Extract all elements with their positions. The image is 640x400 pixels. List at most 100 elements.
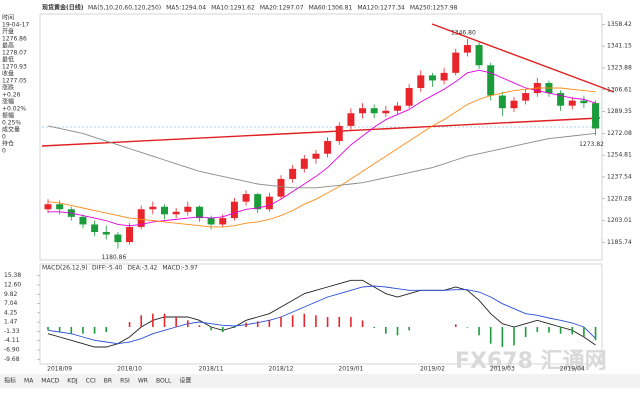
candle-body (347, 113, 355, 126)
toolbar-tab[interactable]: MACD (41, 378, 59, 385)
candle-body (417, 75, 425, 88)
toolbar-tab[interactable]: KDJ (67, 378, 78, 385)
candle-body (440, 72, 448, 81)
y-tick-label: 1289.35 (607, 108, 632, 115)
y-tick-label: -6.90 (4, 347, 20, 354)
support-trendline (41, 117, 601, 147)
info-value: 1278.07 (2, 50, 27, 57)
x-tick-label: 2018/12 (269, 366, 294, 373)
toolbar-tab[interactable]: WR (138, 378, 148, 385)
info-label: 收盘 (2, 70, 14, 78)
candle-body (522, 93, 530, 101)
y-tick-label: 1185.74 (607, 239, 632, 246)
toolbar-tab[interactable]: RSI (120, 378, 130, 385)
candle-body (312, 153, 320, 159)
candle-body (277, 178, 285, 197)
candle-body (510, 100, 518, 109)
candle-body (219, 218, 227, 225)
toolbar-tab[interactable]: BOLL (156, 378, 172, 385)
info-label: 持仓 (2, 140, 14, 148)
candle-body (359, 108, 367, 114)
macd-legend: DIFF:-5.40 (92, 265, 123, 272)
candle-body (242, 194, 250, 202)
y-tick-label: 9.82 (4, 291, 18, 298)
candle-body (195, 206, 203, 219)
toolbar-tab[interactable]: MA (24, 378, 34, 385)
info-label: 涨幅 (2, 98, 14, 106)
info-value: 1276.86 (2, 36, 27, 43)
candle-body (79, 216, 87, 225)
candle-body (382, 110, 390, 114)
candle-body (161, 206, 168, 215)
watermark: FX678 汇通网 (455, 349, 607, 374)
ma-line (48, 69, 596, 227)
resistance-trendline (431, 23, 615, 93)
candle-body (44, 204, 52, 210)
x-tick-label: 2018/09 (47, 366, 72, 373)
price-annotation: 1273.82 (579, 141, 604, 148)
candle-body (428, 75, 436, 81)
macd-frame (39, 263, 603, 365)
info-label: 最高 (2, 42, 14, 50)
y-tick-label: -1.33 (4, 328, 20, 335)
toolbar-tab: 指标 (4, 377, 16, 385)
ma-legend: MA60:1306.81 (309, 5, 353, 12)
candle-body (126, 226, 134, 243)
toolbar-bg (0, 374, 640, 388)
info-label: 开盘 (2, 28, 14, 36)
macd-line (47, 279, 596, 348)
info-label: 涨跌 (2, 84, 14, 92)
candle-body (172, 211, 180, 215)
ma-legend: MA20:1297.07 (260, 5, 304, 12)
macd-legend: DEA:-3.42 (127, 265, 157, 272)
y-tick-label: 1358.42 (607, 21, 632, 28)
x-tick-label: 2018/10 (117, 366, 142, 373)
toolbar-tab[interactable]: BR (104, 378, 112, 385)
toolbar-tab[interactable]: CCI (86, 378, 96, 385)
candle-body (394, 105, 401, 111)
candle-body (475, 45, 483, 66)
y-tick-label: 4.25 (4, 309, 18, 316)
candle-body (289, 168, 297, 179)
candle-body (487, 65, 495, 96)
info-value: +0.02% (2, 106, 26, 113)
y-tick-label: 1306.61 (607, 86, 632, 93)
x-tick-label: 2019/04 (560, 366, 585, 373)
info-value: 0 (2, 134, 6, 141)
candle-body (452, 52, 460, 73)
candle-body (463, 45, 471, 53)
candle-body (149, 206, 157, 210)
candle-body (230, 201, 238, 219)
candle-body (300, 158, 308, 169)
candle-body (207, 218, 215, 225)
price-annotation: 1180.86 (101, 254, 126, 261)
candle-body (254, 194, 262, 210)
price-annotation: 1346.80 (451, 29, 476, 36)
y-tick-label: 1341.15 (607, 43, 632, 50)
info-value: 0 (2, 148, 6, 155)
x-tick-label: 2018/11 (199, 366, 224, 373)
candle-body (498, 95, 506, 109)
candle-body (184, 206, 192, 212)
toolbar-tab[interactable]: 设置 (179, 377, 191, 385)
ma-legend: MA250:1257.98 (410, 5, 458, 12)
ma-legend: MA5:1294.04 (166, 5, 206, 12)
candle-body (324, 141, 332, 154)
candle-body (335, 125, 343, 142)
ma-line (47, 87, 596, 228)
y-tick-label: 7.04 (4, 300, 18, 307)
info-value: 19-04-17 (2, 22, 29, 29)
candle-body (557, 93, 565, 106)
macd-title: MACD(26,12,9) (42, 265, 88, 272)
y-tick-label: 1254.81 (607, 152, 632, 159)
info-label: 振幅 (2, 112, 14, 120)
ma-legend: MA(5,10,20,60,120,250) (88, 5, 161, 12)
y-tick-label: -9.68 (4, 356, 20, 363)
candle-body (370, 108, 378, 114)
info-value: 0.25% (2, 120, 21, 127)
candle-body (405, 88, 413, 106)
x-tick-label: 2019/02 (420, 366, 445, 373)
ma-line (47, 125, 596, 189)
candle-body (265, 196, 273, 210)
